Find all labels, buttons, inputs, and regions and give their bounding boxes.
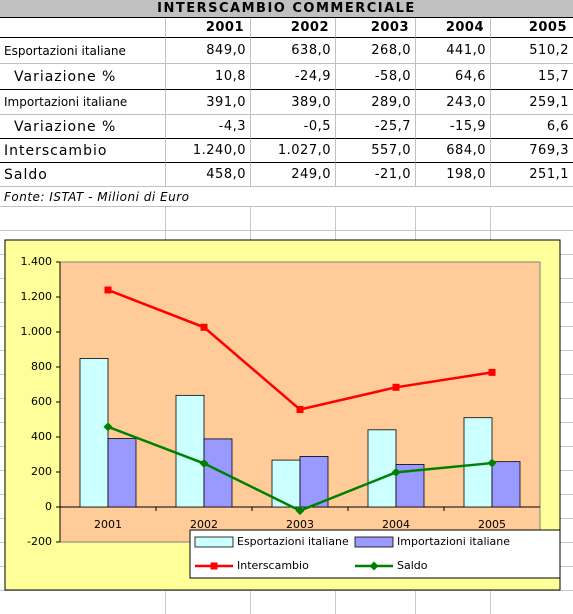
y-tick-label: 600 xyxy=(31,395,52,408)
y-tick-label: 1.200 xyxy=(21,290,53,303)
legend-marker xyxy=(210,562,218,570)
bar xyxy=(79,358,109,508)
bar xyxy=(367,429,397,508)
bar xyxy=(107,438,137,508)
table-value: 15,7 xyxy=(490,64,573,90)
y-tick-label: -200 xyxy=(27,535,52,548)
line-marker xyxy=(487,458,497,468)
bar xyxy=(299,456,329,508)
legend-label: Saldo xyxy=(397,559,428,572)
bar xyxy=(491,461,521,508)
row-label: Variazione % xyxy=(0,64,165,90)
table-value: 557,0 xyxy=(335,139,415,163)
y-tick-label: 400 xyxy=(31,430,52,443)
data-table: INTERSCAMBIO COMMERCIALE 2001 2002 2003 2004… xyxy=(0,0,573,207)
legend-label: Interscambio xyxy=(237,559,309,572)
row-label: Importazioni italiane xyxy=(0,90,165,115)
table-value: 259,1 xyxy=(490,90,573,115)
line-marker xyxy=(296,406,304,414)
header-blank xyxy=(0,18,165,38)
table-value: 249,0 xyxy=(250,163,335,187)
table-value: 458,0 xyxy=(165,163,250,187)
table-value: 684,0 xyxy=(415,139,490,163)
y-tick-label: 800 xyxy=(31,360,52,373)
legend-label: Importazioni italiane xyxy=(397,535,510,548)
row-label: Saldo xyxy=(0,163,165,187)
line-marker xyxy=(104,286,112,294)
table-value: -0,5 xyxy=(250,115,335,139)
year-header: 2003 xyxy=(335,18,415,38)
row-label: Esportazioni italiane xyxy=(0,38,165,64)
table-value: 441,0 xyxy=(415,38,490,64)
bar xyxy=(175,394,205,508)
table-value: 769,3 xyxy=(490,139,573,163)
x-tick-label: 2005 xyxy=(478,518,506,531)
row-label: Interscambio xyxy=(0,139,165,163)
table-value: -58,0 xyxy=(335,64,415,90)
table-value: 638,0 xyxy=(250,38,335,64)
table-value: -4,3 xyxy=(165,115,250,139)
table-value: 243,0 xyxy=(415,90,490,115)
bar xyxy=(203,438,233,508)
x-tick-label: 2002 xyxy=(190,518,218,531)
table-value: -15,9 xyxy=(415,115,490,139)
legend-swatch xyxy=(354,536,394,548)
legend-marker xyxy=(369,561,379,571)
y-tick-label: 1.400 xyxy=(21,255,53,268)
line-marker xyxy=(199,458,209,468)
table-value: -25,7 xyxy=(335,115,415,139)
row-label: Variazione % xyxy=(0,115,165,139)
table-value: 1.027,0 xyxy=(250,139,335,163)
table-value: 510,2 xyxy=(490,38,573,64)
year-header: 2002 xyxy=(250,18,335,38)
line-marker xyxy=(200,323,208,331)
table-value: 251,1 xyxy=(490,163,573,187)
line-marker xyxy=(295,506,305,516)
table-value: 6,6 xyxy=(490,115,573,139)
x-tick-label: 2001 xyxy=(94,518,122,531)
year-header: 2004 xyxy=(415,18,490,38)
x-tick-label: 2004 xyxy=(382,518,410,531)
table-value: 268,0 xyxy=(335,38,415,64)
table-value: 289,0 xyxy=(335,90,415,115)
table-value: 198,0 xyxy=(415,163,490,187)
y-tick-label: 0 xyxy=(45,500,52,513)
year-header: 2005 xyxy=(490,18,573,38)
x-tick-label: 2003 xyxy=(286,518,314,531)
legend-swatch xyxy=(194,536,234,548)
table-value: 389,0 xyxy=(250,90,335,115)
table-value: -24,9 xyxy=(250,64,335,90)
line-marker xyxy=(488,368,496,376)
y-tick-label: 1.000 xyxy=(21,325,53,338)
line-marker xyxy=(103,422,113,432)
table-value: 391,0 xyxy=(165,90,250,115)
line-marker xyxy=(392,383,400,391)
year-header: 2001 xyxy=(165,18,250,38)
table-value: 1.240,0 xyxy=(165,139,250,163)
table-value: -21,0 xyxy=(335,163,415,187)
legend-label: Esportazioni italiane xyxy=(237,535,349,548)
line-marker xyxy=(391,467,401,477)
table-value: 64,6 xyxy=(415,64,490,90)
table-value: 10,8 xyxy=(165,64,250,90)
y-tick-label: 200 xyxy=(31,465,52,478)
table-note: Fonte: ISTAT - Milioni di Euro xyxy=(0,187,573,207)
table-value: 849,0 xyxy=(165,38,250,64)
table-title: INTERSCAMBIO COMMERCIALE xyxy=(0,0,573,18)
